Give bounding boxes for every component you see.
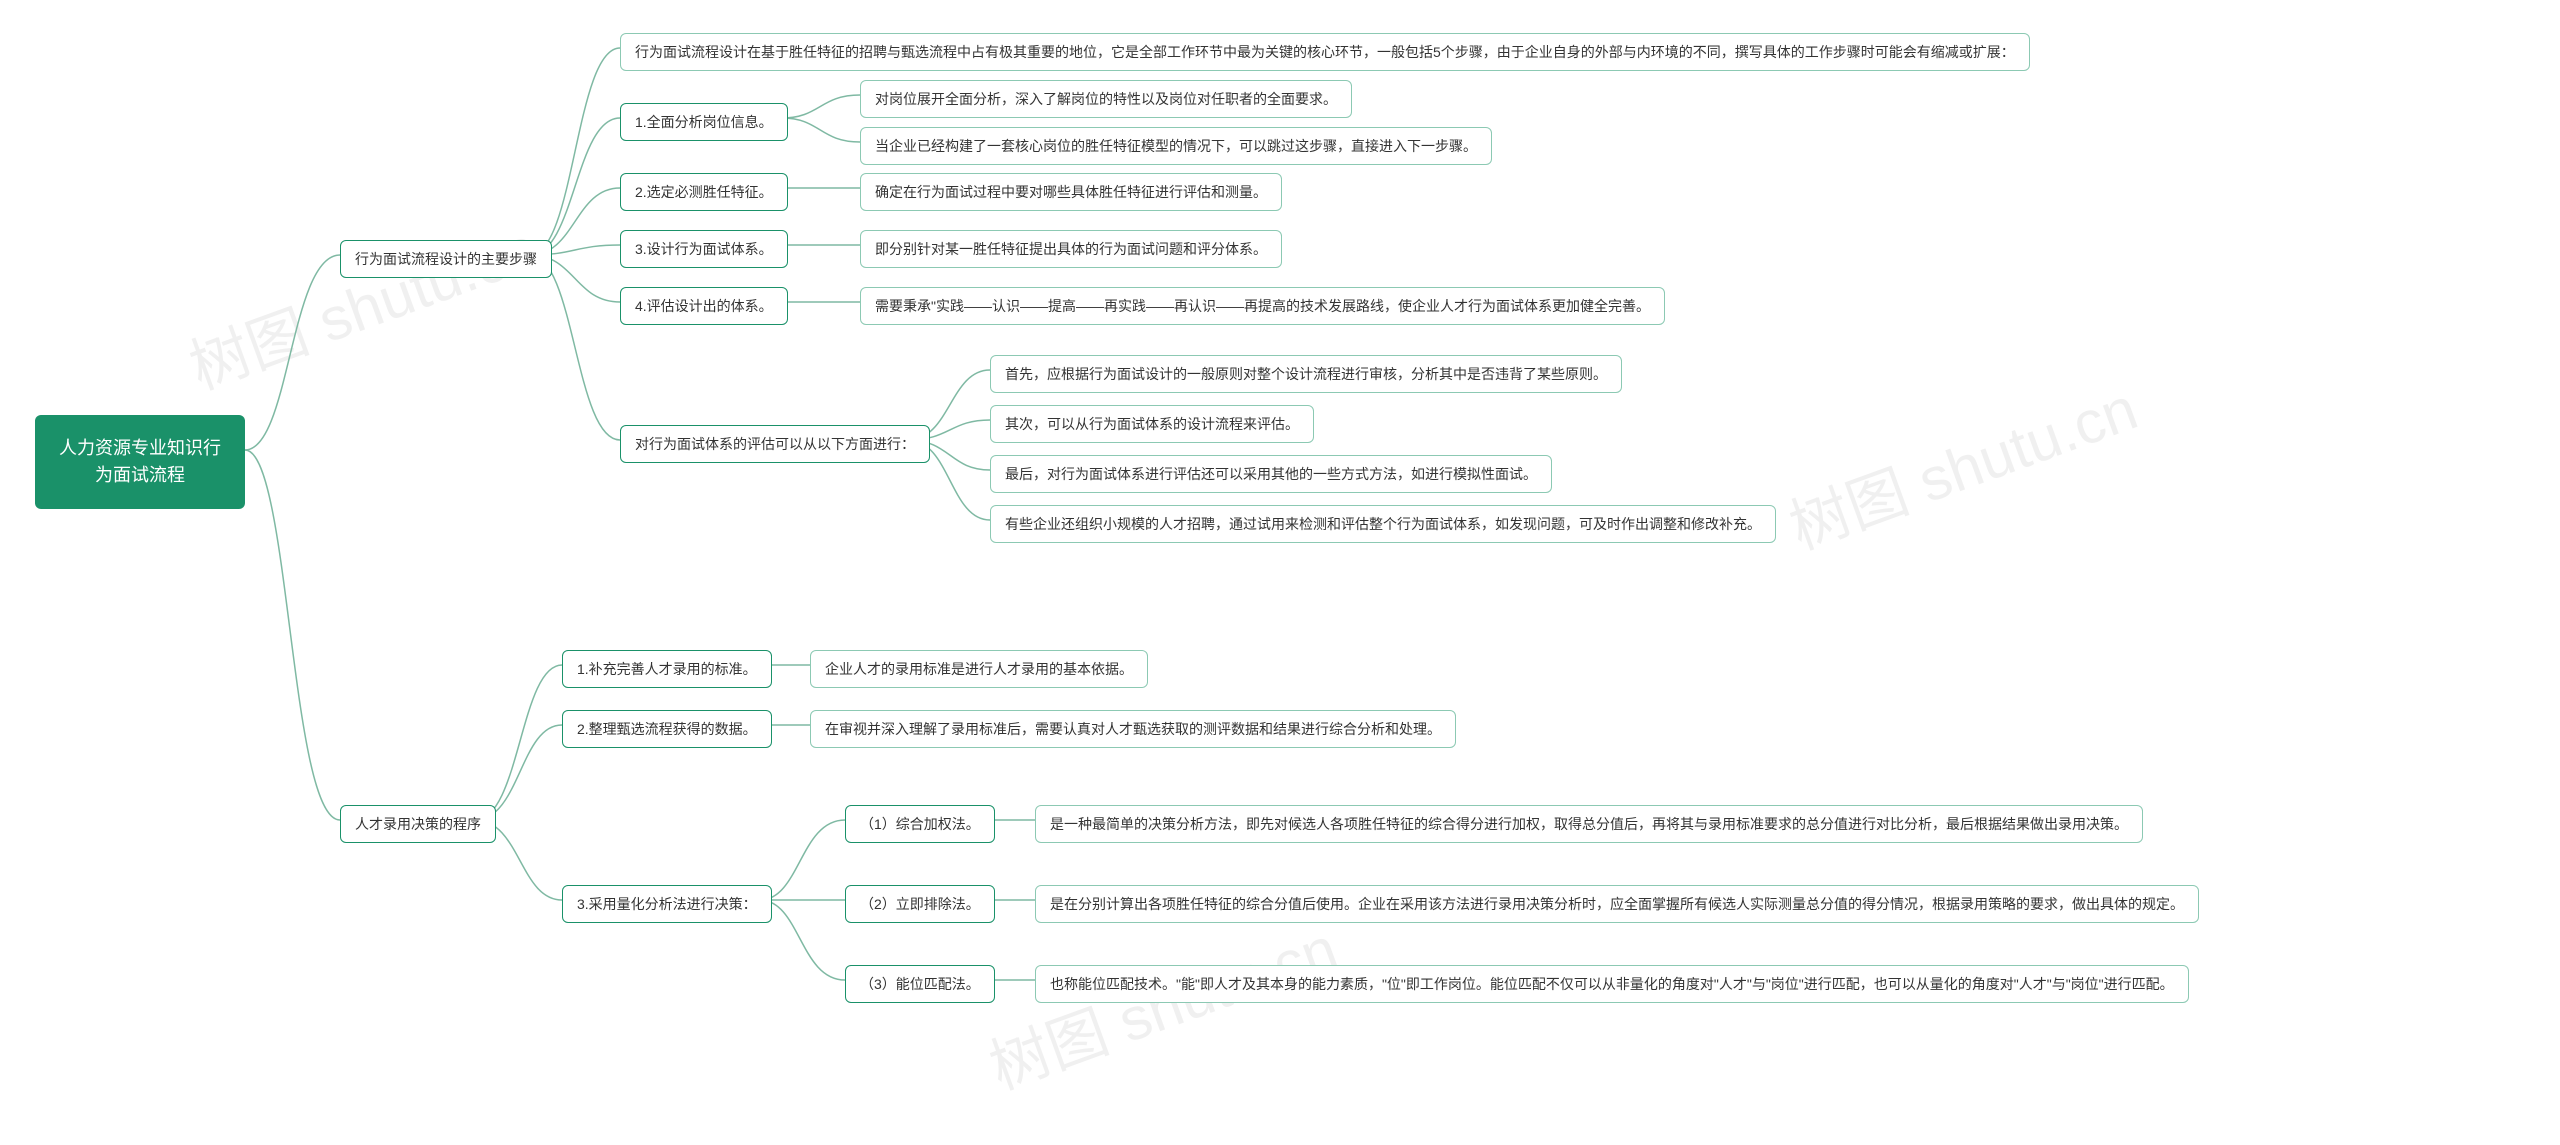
a0-leaf[interactable]: 行为面试流程设计在基于胜任特征的招聘与甄选流程中占有极其重要的地位，它是全部工作… <box>620 33 2030 71</box>
b1-node[interactable]: 1.补充完善人才录用的标准。 <box>562 650 772 688</box>
a5-d1[interactable]: 首先，应根据行为面试设计的一般原则对整个设计流程进行审核，分析其中是否违背了某些… <box>990 355 1622 393</box>
a5-d4[interactable]: 有些企业还组织小规模的人才招聘，通过试用来检测和评估整个行为面试体系，如发现问题… <box>990 505 1776 543</box>
a2-node[interactable]: 2.选定必测胜任特征。 <box>620 173 788 211</box>
a3-node[interactable]: 3.设计行为面试体系。 <box>620 230 788 268</box>
e2-node[interactable]: （2）立即排除法。 <box>845 885 995 923</box>
a1-c2[interactable]: 当企业已经构建了一套核心岗位的胜任特征模型的情况下，可以跳过这步骤，直接进入下一… <box>860 127 1492 165</box>
a5-node[interactable]: 对行为面试体系的评估可以从以下方面进行： <box>620 425 930 463</box>
watermark-2: 树图 shutu.cn <box>1776 360 2147 566</box>
b2-node[interactable]: 2.整理甄选流程获得的数据。 <box>562 710 772 748</box>
a2-c[interactable]: 确定在行为面试过程中要对哪些具体胜任特征进行评估和测量。 <box>860 173 1282 211</box>
e1-leaf[interactable]: 是一种最简单的决策分析方法，即先对候选人各项胜任特征的综合得分进行加权，取得总分… <box>1035 805 2143 843</box>
branch-b[interactable]: 人才录用决策的程序 <box>340 805 496 843</box>
e1-node[interactable]: （1）综合加权法。 <box>845 805 995 843</box>
a5-d3[interactable]: 最后，对行为面试体系进行评估还可以采用其他的一些方式方法，如进行模拟性面试。 <box>990 455 1552 493</box>
branch-a[interactable]: 行为面试流程设计的主要步骤 <box>340 240 552 278</box>
watermark-3: 树图 shutu.cn <box>976 900 1347 1106</box>
a1-c1[interactable]: 对岗位展开全面分析，深入了解岗位的特性以及岗位对任职者的全面要求。 <box>860 80 1352 118</box>
b3-node[interactable]: 3.采用量化分析法进行决策： <box>562 885 772 923</box>
watermark-1: 树图 shutu.cn <box>176 200 547 406</box>
a1-node[interactable]: 1.全面分析岗位信息。 <box>620 103 788 141</box>
a4-node[interactable]: 4.评估设计出的体系。 <box>620 287 788 325</box>
mindmap-container: 树图 shutu.cn 树图 shutu.cn 树图 shutu.cn <box>0 0 2560 1145</box>
b1-c[interactable]: 企业人才的录用标准是进行人才录用的基本依据。 <box>810 650 1148 688</box>
b2-c[interactable]: 在审视并深入理解了录用标准后，需要认真对人才甄选获取的测评数据和结果进行综合分析… <box>810 710 1456 748</box>
e2-leaf[interactable]: 是在分别计算出各项胜任特征的综合分值后使用。企业在采用该方法进行录用决策分析时，… <box>1035 885 2199 923</box>
a4-c[interactable]: 需要秉承"实践——认识——提高——再实践——再认识——再提高的技术发展路线，使企… <box>860 287 1665 325</box>
root-node[interactable]: 人力资源专业知识行为面试流程 <box>35 415 245 509</box>
e3-node[interactable]: （3）能位匹配法。 <box>845 965 995 1003</box>
a5-d2[interactable]: 其次，可以从行为面试体系的设计流程来评估。 <box>990 405 1314 443</box>
e3-leaf[interactable]: 也称能位匹配技术。"能"即人才及其本身的能力素质，"位"即工作岗位。能位匹配不仅… <box>1035 965 2189 1003</box>
a3-c[interactable]: 即分别针对某一胜任特征提出具体的行为面试问题和评分体系。 <box>860 230 1282 268</box>
